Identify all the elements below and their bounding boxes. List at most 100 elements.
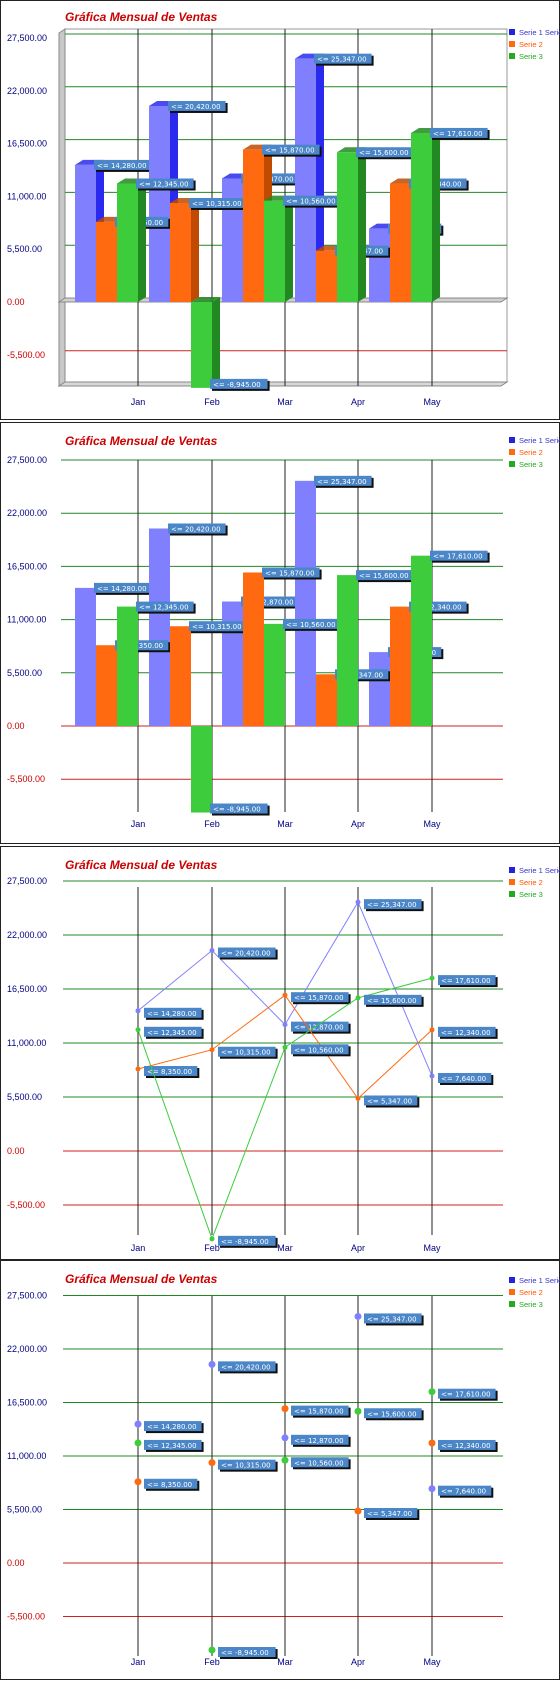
data-label-text: <= 7,640.00 — [441, 1075, 486, 1083]
bar-jan-series-3 — [117, 606, 138, 726]
data-label-text: <= 12,340.00 — [412, 604, 462, 612]
chart-svg-bar: Gráfica Mensual de Ventas 27,500.00 22,000… — [7, 434, 560, 829]
y-tick-label: 11,000.00 — [7, 1451, 46, 1461]
bar-feb-series-3 — [191, 302, 212, 388]
bar-side — [212, 297, 220, 388]
data-label: <= 25,347.00 — [364, 1313, 424, 1326]
data-label: <= 10,560.00 — [291, 1457, 351, 1470]
point-may-series-2 — [429, 1027, 435, 1033]
legend-swatch — [509, 1301, 515, 1307]
legend-label: Serie 2 — [519, 1288, 543, 1297]
data-label-box — [218, 947, 276, 958]
data-label-text: <= 12,345.00 — [147, 1442, 197, 1450]
point-mar-series-3 — [282, 1044, 288, 1050]
x-tick-label: Feb — [204, 1657, 220, 1667]
y-tick-label: -5,500.00 — [7, 1200, 45, 1210]
bar-side — [285, 195, 293, 302]
legend-label: Serie 3 — [519, 460, 543, 469]
data-label-box — [430, 127, 488, 138]
legend-swatch — [509, 867, 515, 873]
point-jan-series-3 — [135, 1027, 141, 1033]
data-label: <= 17,610.00 — [438, 975, 498, 988]
legend-label: Serie 3 — [519, 890, 543, 899]
data-label-text: <= 12,870.00 — [244, 599, 294, 607]
point-apr-series-1 — [355, 899, 361, 905]
y-tick-label: 22,000.00 — [7, 930, 47, 940]
y-tick-label: 5,500.00 — [7, 668, 42, 678]
data-label-box — [314, 53, 372, 64]
data-label: <= 25,347.00 — [364, 899, 424, 912]
data-label-text: <= 12,870.00 — [294, 1024, 344, 1032]
bar-feb-series-2 — [170, 202, 191, 302]
y-tick-label: 27,500.00 — [7, 33, 47, 43]
data-label: <= 15,600.00 — [364, 994, 424, 1007]
legend-swatch — [509, 1277, 515, 1283]
y-tick-label: 22,000.00 — [7, 1344, 47, 1354]
data-label-box — [210, 378, 268, 389]
chart-svg-scatter: Gráfica Mensual de Ventas 27,500.00 22,000… — [7, 1272, 560, 1667]
data-label-text: <= 5,347.00 — [367, 1510, 412, 1518]
x-tick-label: Jan — [131, 397, 146, 407]
legend-swatch — [509, 449, 515, 455]
y-tick-label: 0.00 — [7, 721, 25, 731]
data-label: <= 15,870.00 — [291, 1405, 351, 1418]
legend-swatch — [509, 891, 515, 897]
x-tick-label: May — [423, 397, 441, 407]
data-label-box — [291, 1457, 349, 1468]
x-tick-label: May — [423, 1657, 441, 1667]
y-tick-label: 0.00 — [7, 1146, 25, 1156]
bar-apr-series-3 — [337, 575, 358, 726]
data-label-box — [115, 640, 169, 651]
data-label-text: <= 20,420.00 — [221, 950, 271, 958]
data-label: <= -8,945.00 — [218, 1235, 278, 1248]
chart-svg-3d-bar: Gráfica Mensual de Ventas 27,500.00 22,000… — [7, 10, 560, 407]
x-tick-label: May — [423, 819, 441, 829]
data-label: <= 14,280.00 — [94, 582, 154, 595]
bar-feb-series-2 — [170, 626, 191, 726]
y-tick-label: 16,500.00 — [7, 139, 47, 149]
data-label-box — [314, 475, 372, 486]
data-label: <= 12,345.00 — [136, 601, 196, 614]
bar-side — [358, 147, 366, 302]
data-label-text: <= 17,610.00 — [433, 130, 483, 138]
point-mar-series-1 — [281, 1434, 289, 1442]
y-tick-label: 16,500.00 — [7, 1398, 47, 1408]
data-label-text: <= 8,350.00 — [147, 1481, 192, 1489]
data-label-box — [218, 1235, 276, 1246]
data-label-text: <= 25,347.00 — [367, 1315, 417, 1323]
point-jan-series-1 — [134, 1420, 142, 1428]
bar-jan-series-2 — [96, 221, 117, 302]
data-label-text: <= 20,420.00 — [171, 103, 221, 111]
data-label: <= 25,347.00 — [314, 475, 374, 488]
plot-side-wall — [58, 28, 66, 387]
bar-side — [138, 178, 146, 302]
bar-jan-series-3 — [117, 183, 138, 302]
bar-mar-series-1 — [222, 178, 243, 302]
point-may-series-2 — [428, 1439, 436, 1447]
data-label-text: <= 10,560.00 — [286, 621, 336, 629]
data-label-box — [335, 669, 389, 680]
data-label-box — [283, 618, 341, 629]
data-label-text: <= 15,600.00 — [367, 1410, 417, 1418]
data-label: <= -8,945.00 — [210, 803, 270, 816]
data-label: <= 12,340.00 — [409, 601, 469, 614]
data-label: <= 12,870.00 — [291, 1021, 351, 1034]
data-label: <= 10,315.00 — [218, 1459, 278, 1472]
point-feb-series-3 — [209, 1236, 215, 1242]
bar-mar-series-2 — [243, 572, 264, 726]
data-label-text: <= 17,610.00 — [433, 553, 483, 561]
data-label-box — [218, 1361, 276, 1372]
point-jan-series-2 — [135, 1066, 141, 1072]
data-label-box — [218, 1459, 276, 1470]
legend-swatch — [509, 1289, 515, 1295]
chart-panel-3d-bar: Gráfica Mensual de Ventas 27,500.00 22,000… — [0, 0, 560, 420]
data-label: <= 10,560.00 — [283, 195, 343, 208]
bar-top — [191, 297, 220, 302]
chart-svg-line: Gráfica Mensual de Ventas 27,500.00 22,000… — [7, 858, 560, 1253]
data-label-box — [291, 1021, 349, 1032]
data-label-text: <= 12,870.00 — [294, 1437, 344, 1445]
data-label-box — [262, 144, 320, 155]
legend-label: Serie 1 Serie — [519, 28, 560, 37]
data-label-text: <= 17,610.00 — [441, 977, 491, 985]
